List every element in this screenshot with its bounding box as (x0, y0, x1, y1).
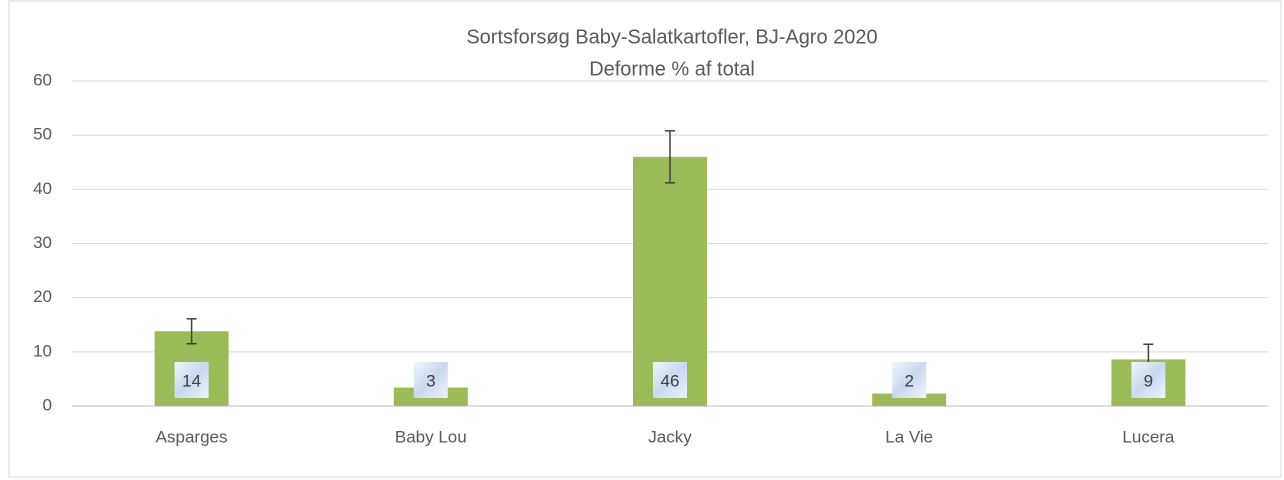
data-label-box (892, 362, 927, 398)
x-tick-label: Jacky (648, 427, 692, 446)
x-tick-label: Baby Lou (395, 427, 467, 446)
chart-title: Sortsforsøg Baby-Salatkartofler, BJ-Agro… (466, 26, 877, 48)
x-tick-label: Asparges (156, 427, 228, 446)
y-tick-label: 20 (33, 287, 52, 306)
x-tick-label: Lucera (1122, 427, 1175, 446)
y-tick-label: 30 (33, 233, 52, 252)
data-label-box (653, 362, 687, 398)
y-tick-label: 40 (33, 179, 52, 198)
data-label-box (174, 362, 209, 398)
x-tick-label: La Vie (885, 427, 933, 446)
data-label-box (413, 362, 448, 398)
data-label-box (1131, 362, 1166, 398)
y-tick-label: 60 (33, 70, 52, 89)
data-label: 2 (904, 371, 913, 390)
chart-subtitle: Deforme % af total (589, 58, 755, 80)
data-label: 3 (426, 371, 435, 390)
bar (872, 393, 947, 406)
data-label: 14 (182, 371, 201, 390)
y-tick-label: 10 (33, 341, 52, 360)
y-tick-label: 0 (43, 395, 52, 414)
data-label: 9 (1144, 371, 1153, 390)
y-tick-label: 50 (33, 125, 52, 144)
data-label: 46 (661, 371, 680, 390)
